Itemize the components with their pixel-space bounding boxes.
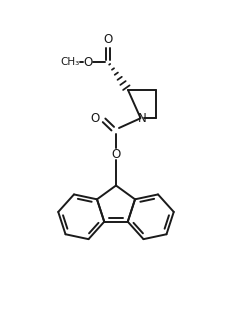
Text: N: N	[137, 112, 146, 124]
Text: CH₃: CH₃	[60, 57, 79, 67]
Text: O: O	[103, 33, 112, 45]
Text: O: O	[83, 55, 92, 68]
Text: O: O	[111, 148, 120, 161]
Text: O: O	[90, 112, 99, 124]
